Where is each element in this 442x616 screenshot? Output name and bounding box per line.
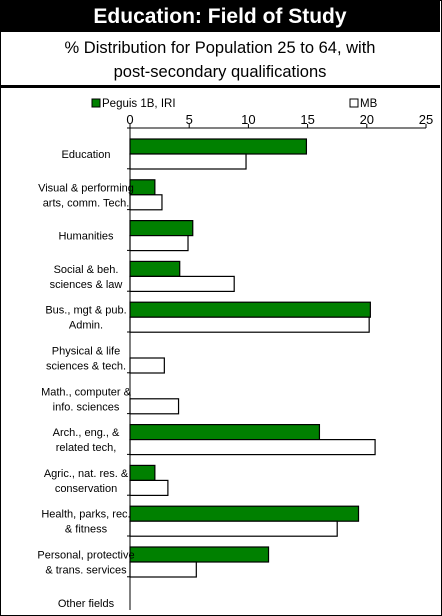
bar-series-1 (129, 424, 321, 441)
x-tick-label: 10 (241, 112, 255, 127)
category-label: Admin. (69, 320, 103, 332)
category-label: Personal, protective (37, 550, 134, 562)
x-tick-label: 25 (419, 112, 433, 127)
bar-series-2 (129, 439, 376, 456)
category-label: Visual & performing (38, 182, 134, 194)
bar-series-2 (129, 520, 338, 537)
category-label: & trans. services (45, 565, 127, 577)
x-tick-label: 20 (360, 112, 374, 127)
legend-label-series-2: MB (360, 98, 378, 110)
bar-series-1 (129, 505, 360, 522)
bar-series-1 (129, 464, 156, 481)
category-label: Physical & life (52, 346, 120, 358)
bar-series-1 (129, 260, 181, 277)
subtitle-line-1: % Distribution for Population 25 to 64, … (64, 39, 376, 57)
category-label: sciences & tech. (46, 361, 126, 373)
bar-series-2 (129, 398, 180, 415)
chart-title: Education: Field of Study (0, 0, 440, 32)
legend-swatch-series-2 (349, 98, 359, 108)
legend-label-series-1: Peguis 1B, IRI (102, 98, 176, 110)
x-tick-label: 15 (300, 112, 314, 127)
bar-series-1 (129, 546, 270, 563)
bar-series-2 (129, 316, 370, 333)
category-label: Agric., nat. res. & (44, 468, 129, 480)
category-label: conservation (55, 483, 117, 495)
bar-series-2 (129, 561, 197, 578)
bar-series-1 (129, 220, 194, 237)
category-label: Bus., mgt & pub. (45, 305, 126, 317)
category-label: & fitness (65, 524, 108, 536)
bar-series-1 (129, 138, 308, 155)
category-label: Arch., eng., & (53, 427, 120, 439)
category-label: Health, parks, rec. (41, 509, 130, 521)
legend-swatch-series-1 (91, 98, 101, 108)
category-label: Humanities (58, 231, 114, 243)
bar-series-2 (129, 479, 169, 496)
category-label: Education (62, 149, 111, 161)
category-label: Other fields (58, 598, 115, 610)
category-label: Math., computer & (41, 386, 132, 398)
category-label: arts, comm. Tech. (43, 197, 130, 209)
bar-series-2 (129, 153, 247, 170)
bar-series-2 (129, 194, 163, 211)
bar-series-2 (129, 275, 235, 292)
bar-series-2 (129, 357, 165, 374)
bar-series-1 (129, 301, 371, 318)
x-tick-label: 5 (186, 112, 193, 127)
category-label: Social & beh. (54, 264, 119, 276)
category-label: info. sciences (53, 401, 120, 413)
bar-series-2 (129, 235, 189, 252)
x-tick-label: 0 (126, 112, 133, 127)
subtitle-line-2: post-secondary qualifications (113, 63, 327, 81)
divider (0, 85, 440, 88)
category-label: sciences & law (50, 279, 123, 291)
category-label: related tech, (56, 442, 117, 454)
chart-subtitle: % Distribution for Population 25 to 64, … (0, 33, 440, 85)
